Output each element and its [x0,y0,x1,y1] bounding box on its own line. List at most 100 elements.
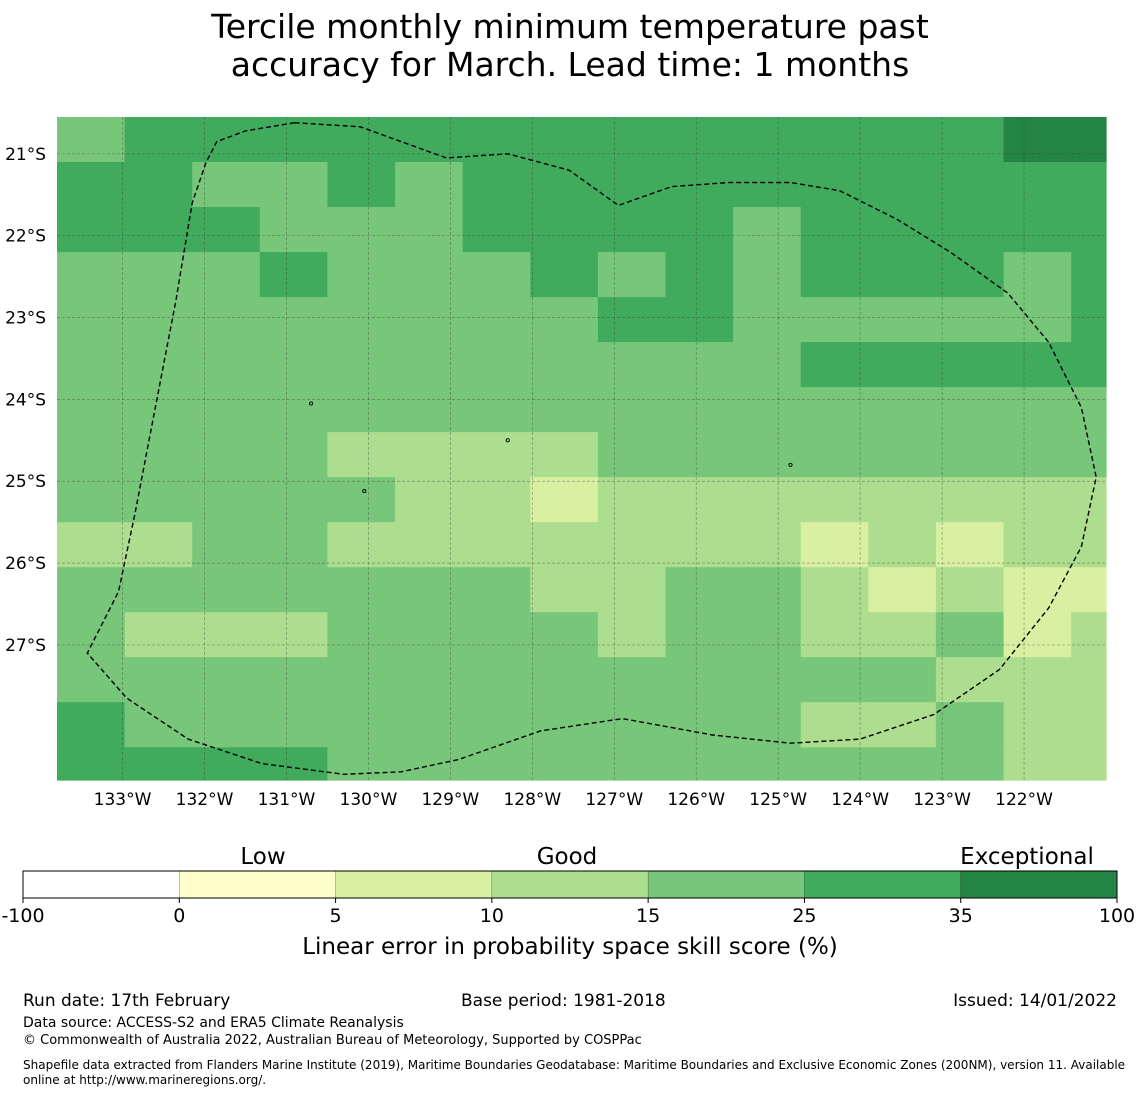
island [362,489,367,494]
grid-cell [530,702,599,748]
grid-cell [192,747,261,781]
grid-cell [327,747,396,781]
grid-cell [462,432,531,478]
grid-cell [1003,657,1072,703]
grid-cell [327,117,396,163]
grid-cell [57,387,126,433]
longitude-tick-label: 128°W [503,790,561,810]
grid-cell [868,567,937,613]
grid-cell [935,747,1005,781]
grid-cell [1003,432,1072,478]
grid-cell [1003,387,1072,433]
grid-cell [530,342,599,388]
colorbar-tick-label: 5 [330,905,342,927]
grid-cell [462,612,531,658]
grid-cell [259,657,328,703]
grid-cell [868,477,937,523]
colorbar-tick-label: 100 [1099,905,1135,927]
grid-cell [1071,297,1107,343]
grid-cell [1003,342,1072,388]
grid-cell [935,162,1005,208]
grid-cell [935,657,1005,703]
grid-cell [259,162,328,208]
grid-cell [935,387,1005,433]
grid-cell [395,522,464,568]
grid-cell [935,117,1005,163]
island [788,462,793,467]
grid-cell [462,207,531,253]
eez-boundary [86,122,1097,776]
latitude-tick-label: 27°S [5,636,46,656]
run-date: Run date: 17th February [23,991,231,1011]
grid-cell [935,207,1005,253]
grid-cell [259,342,328,388]
grid-cell [259,207,328,253]
shapefile-credit-line-1: Shapefile data extracted from Flanders M… [23,1058,1126,1072]
grid-cell [327,567,396,613]
grid-cell [124,297,193,343]
grid-cell [57,432,126,478]
colorbar-outline [22,870,1118,899]
grid-cell [327,657,396,703]
grid-cell [462,657,531,703]
grid-cell [124,252,193,298]
grid-cell [597,297,667,343]
grid-cell [935,477,1005,523]
grid-cell [327,342,396,388]
grid-cell [395,162,464,208]
graticule [57,117,1106,780]
grid-cell [665,252,734,298]
grid-cell [1003,117,1072,163]
latitude-tick-label: 24°S [5,390,46,410]
grid-cell [327,612,396,658]
grid-cell [597,522,667,568]
grid-cell [868,522,937,568]
grid-cell [57,117,126,163]
grid-cell [733,432,802,478]
longitude-tick-label: 131°W [258,790,316,810]
base-period: Base period: 1981-2018 [461,991,666,1011]
grid-cell [395,432,464,478]
grid-cell [395,702,464,748]
grid-cell [124,747,193,781]
grid-cell [124,342,193,388]
grid-cell [733,297,802,343]
grid-cell [800,252,869,298]
grid-cell [665,702,734,748]
grid-cell [1071,387,1107,433]
grid-cell [665,612,734,658]
grid-cell [462,747,531,781]
grid-cell [259,387,328,433]
grid-cell [800,207,869,253]
grid-cell [800,342,869,388]
colorbar-title: Linear error in probability space skill … [302,934,838,960]
grid-cell [530,387,599,433]
grid-cell [597,207,667,253]
colorbar-segment [335,871,493,898]
grid-cell [57,657,126,703]
grid-cell [1003,567,1072,613]
grid-cell [327,477,396,523]
grid-cell [57,252,126,298]
grid-cell [327,162,396,208]
grid-cell [462,522,531,568]
latitude-tick-label: 21°S [5,145,46,165]
grid-cell [124,477,193,523]
grid-cell [597,747,667,781]
grid-cell [665,477,734,523]
grid-cell [327,207,396,253]
colorbar-category-low: Low [240,844,285,870]
grid-cell [124,612,193,658]
grid-cell [57,522,126,568]
map-title-line-1: Tercile monthly minimum temperature past [211,7,929,46]
grid-cell [192,342,261,388]
grid-cell [733,657,802,703]
grid-cell [530,117,599,163]
grid-cell [462,477,531,523]
grid-cell [733,117,802,163]
grid-cell [1071,522,1107,568]
grid-cell [1003,747,1072,781]
grid-cell [192,162,261,208]
grid-cell [665,342,734,388]
